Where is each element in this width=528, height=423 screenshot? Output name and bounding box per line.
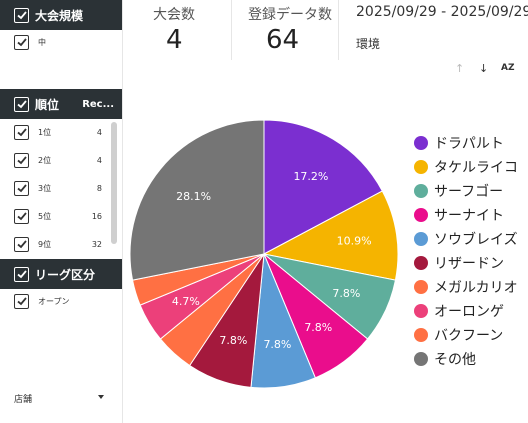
- legend-item[interactable]: その他: [414, 348, 476, 370]
- legend-item[interactable]: バクフーン: [414, 324, 503, 346]
- slice-data-label: 17.2%: [293, 170, 328, 183]
- slice-data-label: 7.8%: [332, 287, 360, 300]
- rank-count: 32: [91, 239, 102, 249]
- rank-option[interactable]: 1位 4: [14, 122, 102, 142]
- rank-label: 5位: [38, 211, 52, 221]
- league-filter-header[interactable]: リーグ区分: [0, 259, 122, 289]
- rank-filter-title: 順位: [35, 97, 60, 112]
- dropdown-arrow-icon[interactable]: [98, 395, 104, 399]
- legend-item[interactable]: リザードン: [414, 252, 504, 274]
- scale-option-label: 中: [38, 37, 46, 47]
- pie-slice[interactable]: [262, 190, 399, 281]
- rank-column-header[interactable]: Rec...: [82, 98, 114, 110]
- legend-swatch: [414, 280, 428, 294]
- kpi-divider: [231, 0, 232, 60]
- legend-item[interactable]: タケルライコ: [414, 156, 518, 178]
- legend-label: リザードン: [434, 256, 504, 272]
- legend-item[interactable]: オーロンゲ: [414, 300, 504, 322]
- scale-filter-header[interactable]: 大会規模: [0, 0, 122, 30]
- legend-swatch: [414, 232, 428, 246]
- legend-swatch: [414, 352, 428, 366]
- slice-data-label: 4.7%: [172, 295, 200, 308]
- legend-swatch: [414, 256, 428, 270]
- rank-count: 16: [91, 211, 102, 221]
- legend-swatch: [414, 136, 428, 150]
- rank-count: 4: [96, 127, 102, 137]
- environment-label[interactable]: 環境: [356, 37, 381, 51]
- league-option[interactable]: オープン: [14, 291, 98, 311]
- kpi-divider: [338, 0, 339, 60]
- legend-label: オーロンゲ: [434, 304, 504, 320]
- legend-swatch: [414, 304, 428, 318]
- legend-label: タケルライコ: [434, 160, 518, 176]
- kpi-label-records: 登録データ数: [248, 7, 332, 23]
- legend-swatch: [414, 184, 428, 198]
- legend-swatch: [414, 328, 428, 342]
- kpi-value-tournaments: 4: [166, 25, 183, 55]
- league-option-label: オープン: [38, 296, 70, 306]
- rank-option[interactable]: 2位 4: [14, 150, 102, 170]
- legend-label: その他: [434, 352, 476, 368]
- checkbox-icon[interactable]: [14, 180, 29, 196]
- kpi-value-records: 64: [266, 25, 300, 55]
- legend-swatch: [414, 208, 428, 222]
- checkbox-icon[interactable]: [14, 96, 29, 112]
- legend-item[interactable]: サーフゴー: [414, 180, 503, 202]
- slice-data-label: 28.1%: [176, 190, 211, 203]
- checkbox-icon[interactable]: [14, 293, 29, 309]
- shop-dropdown-label[interactable]: 店舗: [14, 395, 33, 405]
- legend-item[interactable]: メガルカリオ: [414, 276, 518, 298]
- rank-option[interactable]: 3位 8: [14, 178, 102, 198]
- legend-label: サーナイト: [434, 208, 504, 224]
- rank-label: 1位: [38, 127, 52, 137]
- kpi-label-tournaments: 大会数: [153, 7, 195, 23]
- sort-descending-icon[interactable]: ↓: [479, 62, 489, 75]
- slice-data-label: 7.8%: [219, 334, 247, 347]
- league-filter-title: リーグ区分: [35, 267, 96, 282]
- rank-count: 4: [96, 155, 102, 165]
- checkbox-icon[interactable]: [14, 152, 29, 168]
- legend-label: メガルカリオ: [434, 280, 518, 296]
- scale-option[interactable]: 中: [14, 32, 80, 52]
- checkbox-icon[interactable]: [14, 236, 29, 252]
- rank-filter-header[interactable]: 順位 Rec...: [0, 89, 122, 119]
- rank-count: 8: [96, 183, 102, 193]
- rank-label: 2位: [38, 155, 52, 165]
- date-range[interactable]: 2025/09/29 - 2025/09/29: [356, 4, 528, 20]
- rank-option[interactable]: 5位 16: [14, 206, 102, 226]
- slice-data-label: 7.8%: [304, 321, 332, 334]
- legend-item[interactable]: サーナイト: [414, 204, 504, 226]
- legend-label: ソウブレイズ: [434, 232, 518, 248]
- checkbox-icon[interactable]: [14, 124, 29, 140]
- pie-slice[interactable]: [129, 119, 265, 281]
- rank-label: 9位: [38, 239, 52, 249]
- sort-ascending-icon[interactable]: ↑: [455, 62, 465, 75]
- scale-filter-title: 大会規模: [35, 8, 84, 23]
- filter-panel: 大会規模 中 順位 Rec... 1位 4 2位 4 3位 8 5位 16 9位…: [0, 0, 123, 423]
- legend-label: サーフゴー: [434, 184, 504, 200]
- slice-data-label: 10.9%: [337, 235, 372, 248]
- checkbox-icon[interactable]: [14, 208, 29, 224]
- legend-swatch: [414, 160, 428, 174]
- checkbox-icon[interactable]: [14, 266, 29, 282]
- pie-slice[interactable]: [263, 119, 383, 255]
- checkbox-icon[interactable]: [14, 34, 29, 50]
- rank-label: 3位: [38, 183, 52, 193]
- sort-alphabetical-icon[interactable]: AZ: [501, 63, 515, 73]
- legend-label: バクフーン: [434, 328, 504, 344]
- legend-label: ドラパルト: [434, 136, 504, 152]
- legend-item[interactable]: ソウブレイズ: [414, 228, 518, 250]
- rank-option[interactable]: 9位 32: [14, 234, 102, 254]
- checkbox-icon[interactable]: [14, 7, 29, 23]
- rank-scrollbar[interactable]: [111, 122, 117, 244]
- legend-item[interactable]: ドラパルト: [414, 132, 504, 154]
- slice-data-label: 7.8%: [263, 338, 291, 351]
